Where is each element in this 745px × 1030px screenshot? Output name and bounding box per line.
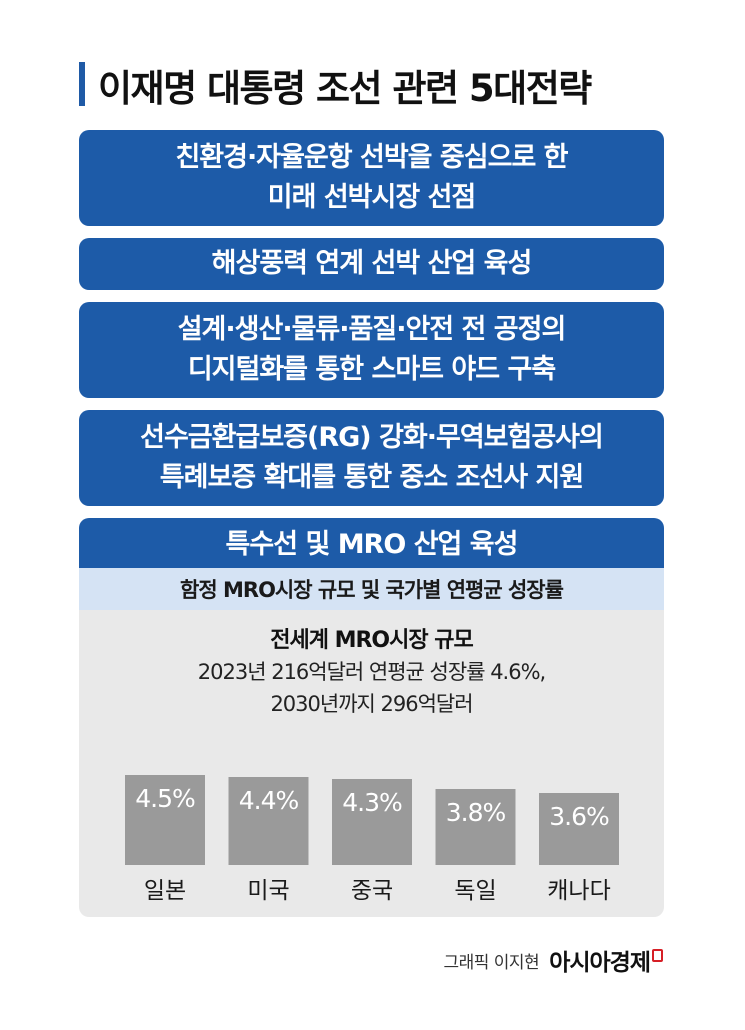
graphic-credit: 그래픽 이지현: [443, 952, 540, 973]
chart-subtitle-line1: 2023년 216억달러 연평균 성장률 4.6%,: [197, 660, 546, 684]
bar-value-label-5: 3.6%: [549, 802, 609, 831]
bar-value-label-2: 4.4%: [239, 786, 299, 815]
bar-value-label-3: 4.3%: [342, 788, 402, 817]
page-title: 이재명 대통령 조선 관련 5대전략: [98, 67, 592, 110]
category-label-4: 독일: [454, 878, 496, 904]
strategy-box-4: 선수금환급보증(RG) 강화·무역보험공사의 특례보증 확대를 통한 중소 조선…: [79, 410, 664, 506]
chart-title: 전세계 MRO시장 규모: [270, 628, 474, 653]
chart-section-header: 함정 MRO시장 규모 및 국가별 연평균 성장률: [79, 568, 664, 610]
strategy-2-line1: 해상풍력 연계 선박 산업 육성: [211, 248, 533, 279]
strategy-3-line2: 디지털화를 통한 스마트 야드 구축: [187, 354, 556, 385]
strategy-3-line1: 설계·생산·물류·품질·안전 전 공정의: [177, 314, 567, 345]
chart-subtitle-line2: 2030년까지 296억달러: [270, 692, 473, 716]
bar-4: [435, 789, 516, 865]
strategy-1-line2: 미래 선박시장 선점: [267, 182, 477, 213]
strategy-box-2: 해상풍력 연계 선박 산업 육성: [79, 238, 664, 290]
strategy-4-line2: 특례보증 확대를 통한 중소 조선사 지원: [159, 462, 584, 493]
bar-3: [332, 779, 412, 865]
title-accent-bar: [79, 62, 85, 106]
credit: 그래픽 이지현 아시아경제: [443, 943, 663, 977]
category-label-5: 캐나다: [547, 878, 610, 904]
category-label-2: 미국: [247, 878, 289, 904]
category-label-1: 일본: [144, 878, 186, 904]
bar-1: [125, 775, 205, 865]
bar-2: [228, 777, 309, 865]
strategy-box-1: 친환경·자율운항 선박을 중심으로 한 미래 선박시장 선점: [79, 130, 664, 226]
strategy-box-3: 설계·생산·물류·품질·안전 전 공정의 디지털화를 통한 스마트 야드 구축: [79, 302, 664, 398]
strategy-4-line1: 선수금환급보증(RG) 강화·무역보험공사의: [140, 422, 604, 453]
bar-value-label-1: 4.5%: [135, 784, 195, 813]
strategy-1-line1: 친환경·자율운항 선박을 중심으로 한: [175, 142, 568, 173]
strategy-5-line1: 특수선 및 MRO 산업 육성: [225, 529, 519, 560]
bar-chart: 4.5% 일본 4.4% 미국 4.3% 중국 3.8% 독일 3.6% 캐나다: [125, 775, 619, 904]
bar-value-label-4: 3.8%: [446, 798, 506, 827]
logo-mark-icon: [652, 949, 663, 962]
bar-5: [539, 793, 619, 865]
category-label-3: 중국: [351, 878, 393, 904]
publisher-logo: 아시아경제: [549, 943, 663, 977]
publisher-name: 아시아경제: [549, 950, 651, 976]
